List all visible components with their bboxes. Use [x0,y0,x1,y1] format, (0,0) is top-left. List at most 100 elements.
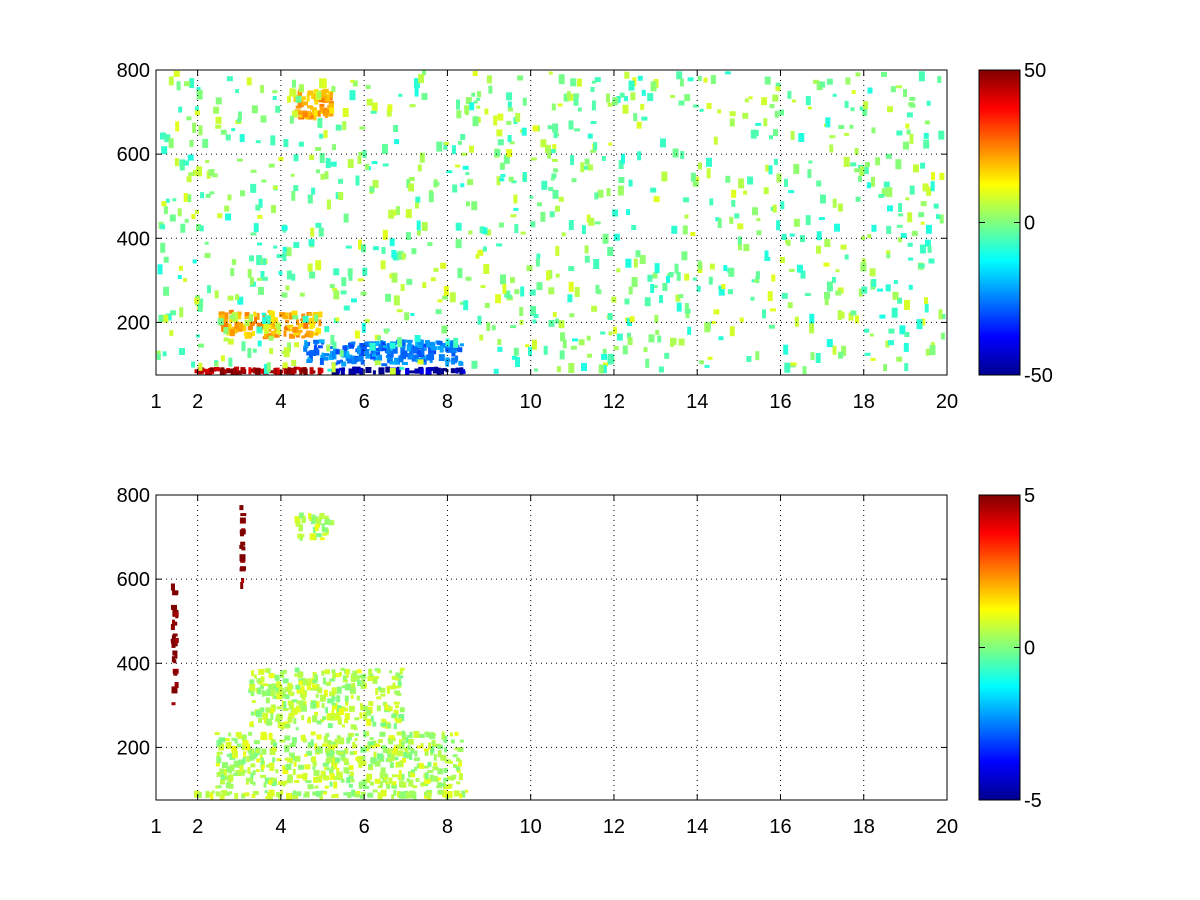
heatmap-cell-f2 [315,700,320,708]
heatmap-cell-f1 [441,731,445,736]
heatmap-cell-f5 [307,263,313,272]
heatmap-cell-f5 [878,193,885,198]
grid-2 [156,495,947,800]
heatmap-cell-f1 [387,748,392,754]
heatmap-cell-f2 [393,709,398,716]
x-tick-label: 12 [603,391,625,413]
heatmap-cell-f1 [387,753,394,758]
y-tick-label: 600 [117,144,150,166]
heatmap-cell-f4 [329,107,335,114]
heatmap-cell-f2 [460,343,464,347]
heatmap-cell-f4 [301,96,306,101]
heatmap-cell-f3 [318,311,323,318]
heatmap-cell-f5 [225,213,232,221]
heatmap-cell-f5 [295,95,302,103]
heatmap-cell-f0 [372,789,378,793]
heatmap-cell-f1 [459,367,464,375]
heatmap-cell-f3 [244,331,251,339]
heatmap-cell-f2 [302,680,307,686]
heatmap-cell-f3 [236,311,242,315]
heatmap-cell-f5 [168,138,174,149]
heatmap-cell-f3 [256,312,260,320]
heatmap-cell-f5 [903,342,909,352]
heatmap-cell-f5 [569,313,575,318]
heatmap-cell-f1 [428,367,435,371]
heatmap-cell-f1 [293,761,297,767]
heatmap-cell-f5 [357,278,364,282]
heatmap-cell-f1 [279,739,286,743]
heatmap-cell-f2 [291,707,298,715]
heatmap-cell-f4 [322,88,329,93]
heatmap-cell-f5 [172,198,177,202]
heatmap-cell-f5 [784,362,791,373]
heatmap-cell-f5 [500,174,506,177]
heatmap-cell-f5 [249,255,254,262]
heatmap-cell-f5 [936,214,940,220]
y-tick-label: 200 [117,312,150,334]
heatmap-cell-f1 [357,755,363,763]
heatmap-cell-f5 [787,302,793,309]
heatmap-cell-f3 [309,533,316,541]
heatmap-cell-f1 [331,762,338,770]
heatmap-cell-f5 [469,102,475,111]
heatmap-cell-f5 [315,260,322,271]
heatmap-cell-f5 [456,99,460,110]
heatmap-cell-f5 [186,116,192,121]
heatmap-cell-f1 [330,765,334,772]
heatmap-cell-f5 [885,284,891,292]
heatmap-cell-f2 [363,713,368,721]
heatmap-cell-f5 [682,225,688,235]
heatmap-cell-f5 [871,224,877,232]
heatmap-cell-f1 [216,772,221,777]
heatmap-cell-f5 [469,145,474,153]
heatmap-cell-f1 [412,785,418,789]
heatmap-cell-f2 [250,691,255,697]
heatmap-cell-f5 [629,316,635,323]
heatmap-cell-f2 [399,675,404,679]
heatmap-cell-f0 [303,368,308,375]
heatmap-cell-f2 [327,698,334,704]
heatmap-cell-f5 [608,353,614,364]
heatmap-cell-f0 [447,791,453,797]
heatmap-cell-f2 [330,713,336,721]
heatmap-cell-f5 [465,97,472,105]
heatmap-cell-f4 [329,103,334,108]
heatmap-cell-f5 [419,152,425,163]
y-tick-label: 400 [117,653,150,675]
heatmap-cell-f5 [506,120,512,125]
heatmap-cell-f2 [323,689,328,697]
heatmap-cell-f5 [883,181,890,188]
heatmap-cell-f1 [401,744,405,750]
heatmap-cell-f5 [854,315,859,324]
heatmap-cell-f3 [244,315,250,320]
heatmap-cell-f1 [323,735,327,743]
heatmap-cell-f5 [281,292,288,298]
heatmap-cell-f5 [558,74,565,85]
heatmap-cell-f1 [437,768,444,775]
heatmap-cell-f5 [247,269,252,279]
heatmap-cell-f1 [424,772,429,780]
heatmap-cell-f5 [829,135,836,139]
heatmap-cell-f1 [424,750,429,756]
heatmap-cell-f2 [378,343,382,348]
heatmap-cell-f3 [237,322,243,330]
heatmap-cell-f5 [272,90,278,94]
heatmap-cell-f5 [200,192,205,199]
heatmap-cell-f5 [258,286,264,295]
heatmap-cell-f5 [937,76,942,83]
heatmap-cell-f2 [401,362,408,365]
heatmap-cell-f5 [717,109,722,114]
heatmap-cell-f5 [371,102,378,112]
heatmap-cell-f1 [378,368,384,372]
heatmap-cell-f5 [849,124,854,129]
heatmap-cell-f2 [335,349,342,355]
heatmap-cell-f2 [424,340,430,345]
heatmap-cell-f0 [426,789,433,795]
heatmap-cell-f2 [450,342,456,350]
heatmap-cell-f5 [215,124,222,129]
heatmap-cell-f5 [785,239,790,244]
heatmap-cell-f5 [888,340,894,346]
heatmap-cell-f5 [228,357,233,367]
heatmap-cell-f5 [400,284,405,291]
heatmap-cell-f5 [315,147,322,151]
